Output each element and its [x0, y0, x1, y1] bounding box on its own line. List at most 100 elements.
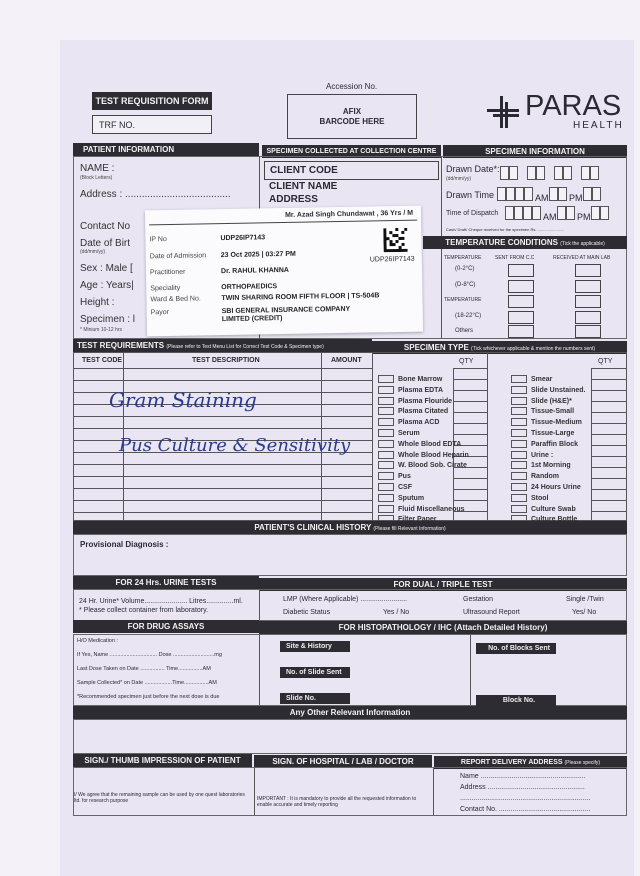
checkbox[interactable] [511, 385, 527, 394]
specimen-option[interactable]: CSF [378, 483, 412, 491]
qty-cell[interactable] [591, 489, 627, 490]
qty-cell[interactable] [591, 368, 627, 369]
checkbox[interactable] [511, 450, 527, 459]
checkbox[interactable] [378, 429, 394, 437]
specimen-option[interactable]: Urine : [511, 450, 553, 459]
qty-cell[interactable] [453, 434, 487, 435]
specimen-option[interactable]: Serum [378, 429, 420, 437]
checkbox[interactable] [511, 407, 527, 416]
specimen-option[interactable]: Tissue-Small [511, 407, 574, 416]
qty-cell[interactable] [591, 467, 627, 468]
test-row[interactable] [74, 512, 373, 513]
specimen-option[interactable]: Fluid Miscellaneous [378, 504, 465, 513]
checkbox[interactable] [511, 418, 527, 427]
test-row[interactable] [74, 452, 373, 453]
checkbox[interactable] [511, 375, 527, 383]
specimen-option[interactable]: Smear [511, 375, 552, 383]
specimen-option[interactable]: Tissue-Medium [511, 418, 582, 427]
dispatch-time-boxes[interactable]: AM PM [505, 206, 609, 222]
checkbox[interactable] [511, 472, 527, 481]
specimen-option[interactable]: Plasma Flouride [378, 396, 452, 405]
checkbox[interactable] [511, 504, 527, 513]
test-row[interactable] [74, 464, 373, 465]
qty-cell[interactable] [453, 467, 487, 468]
checkbox[interactable] [511, 461, 527, 470]
qty-cell[interactable] [591, 423, 627, 424]
checkbox[interactable] [378, 439, 394, 448]
specimen-option[interactable]: Paraffin Block [511, 439, 578, 448]
qty-cell[interactable] [591, 379, 627, 380]
qty-cell[interactable] [453, 412, 487, 413]
qty-cell[interactable] [453, 368, 487, 369]
checkbox[interactable] [378, 461, 394, 470]
checkbox[interactable] [378, 385, 394, 394]
qty-cell[interactable] [591, 390, 627, 391]
qty-cell[interactable] [453, 478, 487, 479]
specimen-option[interactable]: Plasma EDTA [378, 385, 443, 394]
report-address-field[interactable]: Address ................................… [460, 784, 585, 791]
specimen-option[interactable]: Pus [378, 472, 411, 481]
qty-cell[interactable] [453, 390, 487, 391]
test-row[interactable] [74, 380, 373, 381]
checkbox[interactable] [511, 439, 527, 448]
qty-cell[interactable] [453, 423, 487, 424]
test-row[interactable] [74, 488, 373, 489]
checkbox[interactable] [511, 396, 527, 405]
client-code-field[interactable]: CLIENT CODE [264, 161, 439, 180]
specimen-option[interactable]: Culture Swab [511, 504, 576, 513]
checkbox[interactable] [378, 504, 394, 513]
report-contact-field[interactable]: Contact No. ............................… [460, 806, 591, 813]
report-name-field[interactable]: Name ...................................… [460, 773, 586, 780]
provisional-diagnosis-field[interactable]: Provisional Diagnosis : [73, 534, 627, 576]
checkbox[interactable] [378, 407, 394, 416]
specimen-option[interactable]: 1st Morning [511, 461, 571, 470]
checkbox[interactable] [511, 493, 527, 502]
specimen-option[interactable]: Slide (H&E)* [511, 396, 572, 405]
specimen-option[interactable]: Sputum [378, 493, 424, 502]
checkbox[interactable] [378, 483, 394, 491]
specimen-option[interactable]: Plasma ACD [378, 418, 439, 427]
trf-number-field[interactable]: TRF NO. [92, 115, 212, 134]
specimen-option[interactable]: W. Blood Sob. Cirate [378, 461, 467, 470]
checkbox[interactable] [378, 450, 394, 459]
other-info-field[interactable] [73, 719, 627, 754]
qty-cell[interactable] [453, 500, 487, 501]
test-row[interactable] [74, 416, 373, 417]
test-row[interactable] [74, 428, 373, 429]
checkbox[interactable] [511, 483, 527, 491]
report-address-line-2[interactable]: ........................................… [460, 795, 591, 802]
drawn-date-boxes[interactable] [500, 166, 599, 185]
checkbox[interactable] [378, 472, 394, 481]
qty-cell[interactable] [591, 478, 627, 479]
specimen-option[interactable]: Slide Unstained. [511, 385, 585, 394]
specimen-option[interactable]: Whole Blood EDTA [378, 439, 461, 448]
checkbox[interactable] [378, 418, 394, 427]
qty-cell[interactable] [453, 489, 487, 490]
qty-cell[interactable] [453, 511, 487, 512]
specimen-option[interactable]: Bone Marrow [378, 375, 442, 383]
test-row[interactable] [74, 368, 373, 369]
drawn-time-boxes[interactable]: AM PM [497, 187, 601, 203]
qty-cell[interactable] [591, 456, 627, 457]
qty-cell[interactable] [453, 379, 487, 380]
test-row[interactable] [74, 440, 373, 441]
qty-cell[interactable] [453, 401, 487, 402]
checkbox[interactable] [378, 375, 394, 383]
qty-cell[interactable] [591, 401, 627, 402]
qty-cell[interactable] [591, 445, 627, 446]
qty-cell[interactable] [453, 456, 487, 457]
qty-cell[interactable] [591, 511, 627, 512]
specimen-option[interactable]: Tissue-Large [511, 429, 574, 437]
test-row[interactable] [74, 392, 373, 393]
checkbox[interactable] [378, 396, 394, 405]
specimen-option[interactable]: Whole Blood Heparin [378, 450, 469, 459]
specimen-option[interactable]: Plasma Citated [378, 407, 448, 416]
qty-cell[interactable] [453, 445, 487, 446]
checkbox[interactable] [511, 429, 527, 437]
specimen-option[interactable]: 24 Hours Urine [511, 483, 581, 491]
qty-cell[interactable] [591, 434, 627, 435]
test-row[interactable] [74, 500, 373, 501]
qty-cell[interactable] [591, 500, 627, 501]
qty-cell[interactable] [591, 412, 627, 413]
test-row[interactable] [74, 404, 373, 405]
